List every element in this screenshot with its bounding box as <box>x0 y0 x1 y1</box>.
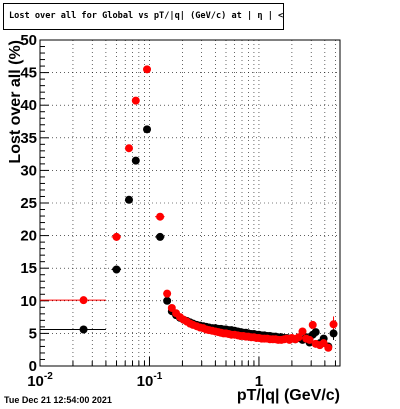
data-point-black <box>163 296 172 305</box>
axis-ticks <box>39 39 336 367</box>
data-point-red <box>308 320 317 329</box>
tick-labels: 0 5 10 15 20 25 30 35 40 45 50 10-2 10-1 1 <box>20 32 263 390</box>
y-axis-title: Lost over all (%) <box>7 40 24 164</box>
data-point-red <box>163 289 172 298</box>
data-point-black <box>311 328 320 337</box>
y-tick-label: 20 <box>20 228 37 245</box>
y-tick-label: 30 <box>20 162 37 179</box>
y-tick-label: 25 <box>20 195 37 212</box>
x-tick-label: 10-2 <box>27 371 53 390</box>
data-point-red <box>79 296 88 305</box>
y-tick-label: 5 <box>29 325 37 342</box>
y-tick-label: 40 <box>20 97 37 114</box>
data-point-red <box>124 144 133 153</box>
data-point-black <box>329 329 338 338</box>
y-tick-label: 35 <box>20 130 37 147</box>
data-point-red <box>131 96 140 105</box>
data-point-red <box>298 327 307 336</box>
grid <box>40 40 340 366</box>
x-tick-label: 1 <box>255 373 263 390</box>
y-tick-label: 50 <box>20 32 37 49</box>
data-point-red <box>112 232 121 241</box>
data-point-black <box>112 265 121 274</box>
x-tick-label: 10-1 <box>137 371 163 390</box>
data-point-black <box>156 232 165 241</box>
data-point-red <box>294 333 303 342</box>
y-tick-label: 15 <box>20 260 37 277</box>
data-point-red <box>329 320 338 329</box>
data-point-black <box>143 125 152 134</box>
data-point-black <box>124 195 133 204</box>
y-tick-label: 10 <box>20 293 37 310</box>
y-tick-label: 0 <box>29 358 37 375</box>
timestamp: Tue Dec 21 12:54:00 2021 <box>4 395 112 405</box>
x-axis-title: pT/|q| (GeV/c) <box>237 387 340 404</box>
y-tick-label: 45 <box>20 65 37 82</box>
chart-title: Lost over all for Global vs pT/|q| (GeV/… <box>3 3 284 30</box>
data-point-red <box>143 65 152 74</box>
data-point-red <box>305 335 314 344</box>
data-point-red <box>324 343 333 352</box>
data-point-black <box>131 156 140 165</box>
data-points <box>79 65 338 352</box>
data-point-red <box>156 212 165 221</box>
data-point-black <box>79 325 88 334</box>
